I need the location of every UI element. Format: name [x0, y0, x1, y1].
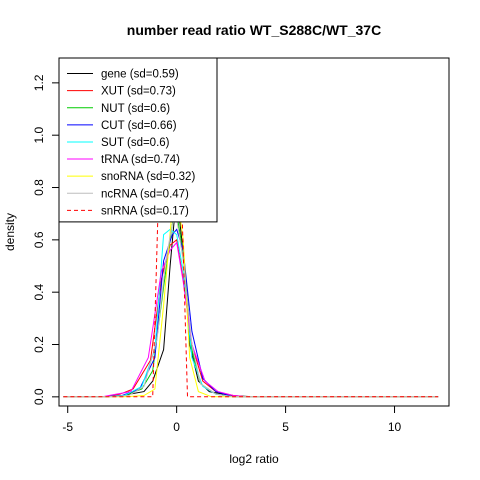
series-line-4 [63, 228, 439, 398]
y-tick-label: 0.4 [32, 284, 46, 301]
x-tick-label: -5 [62, 420, 73, 434]
series-line-2 [63, 211, 439, 398]
y-axis-label: density [3, 213, 17, 251]
legend-entry: SUT (sd=0.6) [101, 137, 170, 149]
legend: gene (sd=0.59) XUT (sd=0.73) NUT (sd=0.6) C… [58, 57, 218, 223]
y-tick-label: 0.8 [32, 179, 46, 196]
legend-entry: CUT (sd=0.66) [101, 120, 177, 132]
y-tick-label: 1.2 [32, 74, 46, 91]
legend-entry: XUT (sd=0.73) [101, 86, 176, 98]
series-line-7 [63, 217, 439, 398]
x-tick-label: 0 [173, 420, 180, 434]
legend-entry: NUT (sd=0.6) [101, 103, 170, 115]
x-axis-label: log2 ratio [229, 452, 279, 466]
series-line-1 [63, 238, 439, 398]
y-tick-label: 0.2 [32, 336, 46, 353]
series-line-5 [63, 241, 439, 398]
legend-entry: snRNA (sd=0.17) [101, 205, 189, 217]
y-tick-label: 1.0 [32, 127, 46, 144]
legend-entry: ncRNA (sd=0.47) [101, 188, 189, 200]
x-tick-label: 10 [388, 420, 402, 434]
series-line-6 [63, 192, 439, 398]
series-line-0 [63, 192, 439, 398]
x-axis: -5 0 5 10 [62, 405, 402, 434]
chart-title: number read ratio WT_S288C/WT_37C [127, 22, 381, 38]
x-tick-label: 5 [282, 420, 289, 434]
legend-box [58, 57, 218, 223]
series-line-3 [63, 228, 439, 398]
legend-entry: tRNA (sd=0.74) [101, 154, 180, 166]
y-axis: 0.0 0.2 0.4 0.6 0.8 1.0 1.2 [32, 74, 60, 405]
y-tick-label: 0.0 [32, 388, 46, 405]
legend-entry: snoRNA (sd=0.32) [101, 171, 195, 183]
legend-entry: gene (sd=0.59) [101, 69, 179, 81]
y-tick-label: 0.6 [32, 231, 46, 248]
